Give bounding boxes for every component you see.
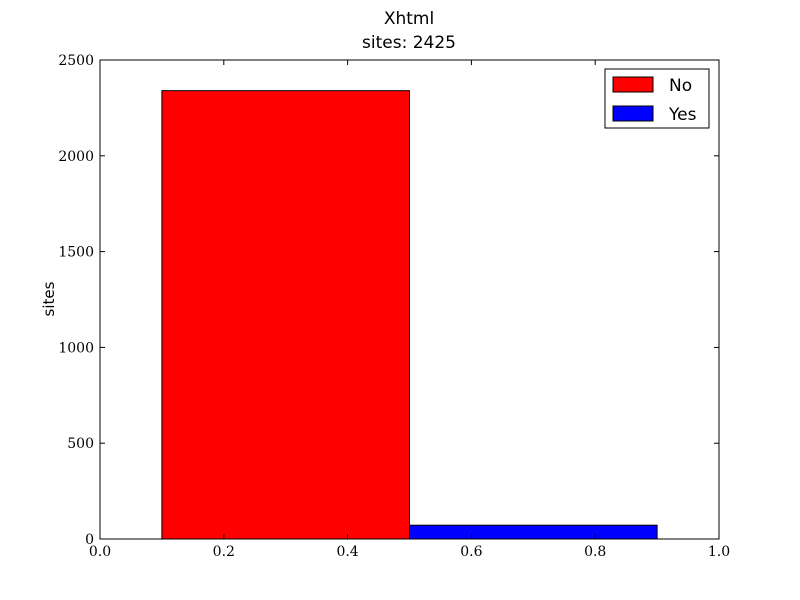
y-tick-label: 1500 — [58, 245, 94, 261]
legend: No Yes — [604, 68, 710, 129]
legend-swatch-yes — [612, 105, 654, 122]
y-tick-label: 500 — [67, 436, 94, 452]
x-tick-label: 0.2 — [213, 544, 235, 560]
y-tick-label: 1000 — [58, 340, 94, 356]
y-axis-label: sites — [40, 281, 58, 316]
legend-swatch-no — [612, 76, 654, 93]
bars-layer — [161, 90, 658, 540]
x-tick-label: 0.8 — [584, 544, 606, 560]
plot-frame — [99, 59, 720, 540]
y-tick-label: 2500 — [58, 53, 94, 69]
ticks-layer: 0.0 0.2 0.4 0.6 0.8 1.0 0 500 1000 1500 2000 2500 — [58, 53, 730, 560]
x-tick-label: 1.0 — [708, 544, 730, 560]
chart-subtitle: sites: 2425 — [362, 33, 456, 53]
x-tick-label: 0.4 — [336, 544, 358, 560]
y-tick-label: 2000 — [58, 149, 94, 165]
bar-no — [161, 90, 410, 540]
bar-yes — [409, 524, 658, 540]
legend-label-yes: Yes — [668, 105, 697, 125]
legend-label-no: No — [669, 76, 692, 96]
chart-title: Xhtml — [384, 9, 434, 29]
x-tick-label: 0.0 — [89, 544, 111, 560]
y-tick-label: 0 — [85, 532, 94, 548]
x-tick-label: 0.6 — [460, 544, 482, 560]
